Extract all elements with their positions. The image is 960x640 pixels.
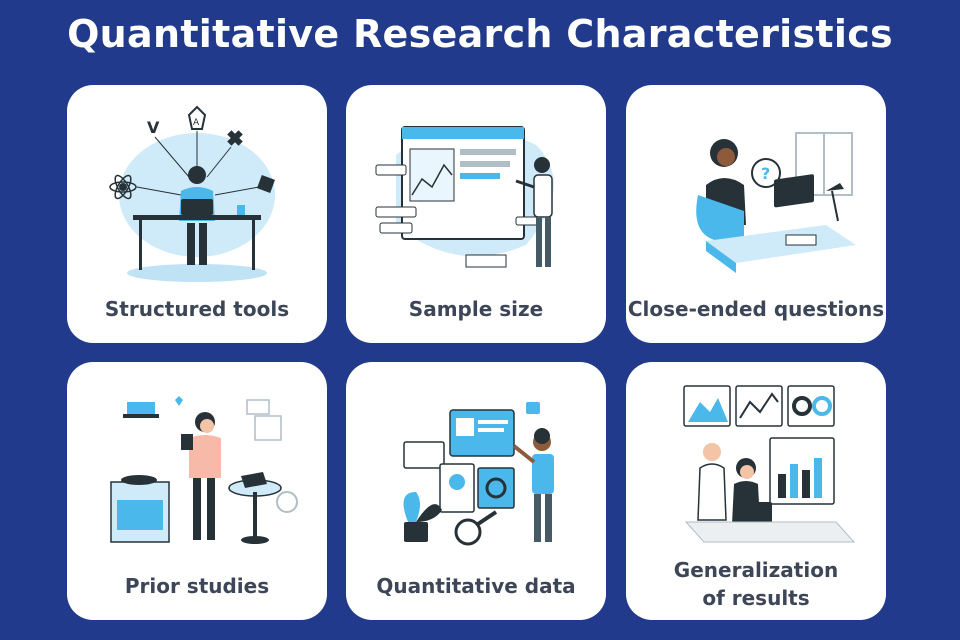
card-label: Sample size	[408, 297, 544, 321]
card-label: Prior studies	[124, 574, 270, 598]
page-title: Quantitative Research Characteristics	[67, 12, 893, 56]
svg-text:?: ?	[761, 164, 770, 183]
card-label: Structured tools	[104, 297, 290, 321]
team-analytics-illustration	[683, 385, 856, 543]
svg-text:V: V	[147, 118, 160, 137]
support-agent-headset-illustration: ?	[696, 132, 856, 273]
card-structured-tools: V A Structured tools	[67, 85, 327, 343]
multitasking-person-illustration	[110, 396, 298, 544]
card-label: Close-ended questions	[627, 297, 885, 321]
dashboard-presentation-illustration	[375, 126, 554, 268]
data-analysis-illustration	[403, 402, 554, 546]
card-label: Quantitative data	[376, 574, 576, 598]
card-label-line1: Generalization	[673, 558, 839, 582]
card-label-line2: of results	[702, 586, 810, 610]
svg-text:A: A	[193, 118, 200, 128]
developer-laptop-illustration: V A	[109, 105, 275, 282]
card-close-ended-questions: ? Close-ended questions	[626, 85, 886, 343]
card-prior-studies: Prior studies	[67, 362, 327, 620]
card-sample-size: Sample size	[346, 85, 606, 343]
card-label: Generalization of results	[626, 556, 886, 612]
card-quantitative-data: Quantitative data	[346, 362, 606, 620]
card-generalization-of-results: Generalization of results	[626, 362, 886, 620]
